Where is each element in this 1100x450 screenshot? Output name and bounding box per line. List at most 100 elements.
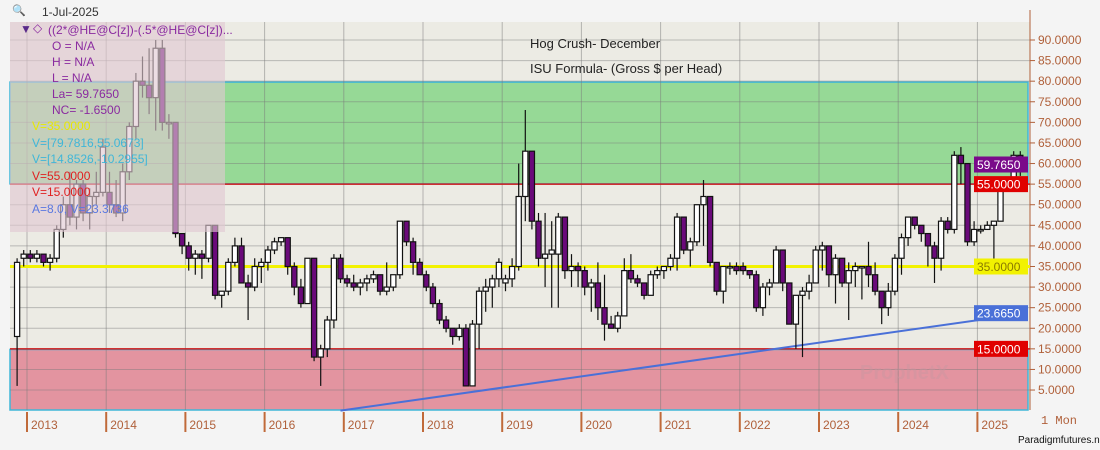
candle[interactable] (376, 274, 384, 292)
candle[interactable] (898, 237, 905, 259)
candle[interactable] (225, 261, 232, 292)
candle[interactable] (238, 245, 245, 284)
candle[interactable] (845, 270, 852, 284)
candle[interactable] (706, 195, 714, 263)
candle[interactable] (746, 270, 753, 276)
candle[interactable] (885, 290, 892, 309)
candle[interactable] (931, 245, 938, 259)
candle[interactable] (621, 270, 628, 317)
candle[interactable] (627, 270, 635, 280)
candle[interactable] (766, 282, 773, 288)
candle[interactable] (343, 278, 351, 284)
candle[interactable] (33, 253, 41, 259)
candle[interactable] (759, 286, 767, 309)
candle[interactable] (805, 282, 813, 292)
candle[interactable] (383, 286, 390, 292)
candle[interactable] (264, 249, 272, 263)
candle[interactable] (858, 265, 866, 269)
candle[interactable] (594, 282, 602, 309)
collapse-triangle-icon[interactable]: ▼ (20, 22, 32, 36)
candle[interactable] (304, 257, 311, 305)
candle[interactable] (660, 265, 668, 272)
candle[interactable] (614, 315, 621, 329)
candle[interactable] (964, 162, 971, 243)
candle[interactable] (733, 265, 740, 272)
candle[interactable] (258, 261, 265, 268)
candle[interactable] (317, 348, 324, 358)
candle[interactable] (700, 195, 707, 206)
candle[interactable] (825, 245, 833, 276)
candle[interactable] (436, 302, 443, 321)
candle[interactable] (779, 249, 786, 284)
candle[interactable] (667, 257, 674, 268)
candle[interactable] (403, 220, 410, 243)
candle[interactable] (680, 216, 687, 251)
candle[interactable] (924, 232, 932, 247)
candle[interactable] (231, 245, 239, 263)
interval-label[interactable]: 1 Mon (1041, 414, 1078, 428)
candle[interactable] (310, 257, 318, 358)
trendline[interactable] (340, 312, 1028, 412)
candle[interactable] (502, 278, 509, 284)
candle[interactable] (337, 257, 344, 280)
candle[interactable] (904, 216, 912, 239)
candle[interactable] (574, 265, 582, 272)
candle[interactable] (647, 274, 654, 296)
legend-line[interactable]: A=8.0, V=23.3736 (32, 201, 129, 216)
candle[interactable] (786, 282, 793, 325)
candle[interactable] (27, 253, 34, 259)
candle[interactable] (977, 228, 984, 232)
candle[interactable] (634, 278, 641, 284)
candle[interactable] (588, 282, 595, 288)
candle[interactable] (324, 319, 331, 350)
candle[interactable] (607, 323, 615, 329)
candle[interactable] (548, 249, 555, 255)
formula-label[interactable]: ((2*@HE@C[z])-(.5*@HE@C[z])... (48, 23, 233, 37)
candle[interactable] (363, 278, 371, 284)
candle[interactable] (838, 257, 846, 284)
candle[interactable] (568, 265, 575, 272)
candle[interactable] (508, 265, 516, 280)
candle[interactable] (865, 265, 872, 276)
candle[interactable] (251, 265, 258, 288)
candle[interactable] (693, 204, 701, 243)
magnifier-icon[interactable]: 🔍 (12, 5, 26, 17)
candle[interactable] (482, 286, 489, 292)
candle[interactable] (429, 286, 437, 305)
candle[interactable] (40, 253, 47, 263)
candle[interactable] (13, 261, 21, 338)
candle[interactable] (449, 327, 456, 338)
candle[interactable] (640, 282, 648, 296)
candle[interactable] (185, 245, 192, 259)
candle[interactable] (753, 274, 760, 309)
candle[interactable] (462, 327, 470, 387)
candle[interactable] (911, 216, 918, 226)
candle[interactable] (515, 195, 522, 268)
candle[interactable] (792, 294, 800, 325)
candle[interactable] (819, 245, 826, 251)
candle[interactable] (891, 257, 899, 292)
candle[interactable] (937, 220, 945, 259)
candle[interactable] (291, 265, 298, 288)
candle[interactable] (541, 253, 549, 259)
candle[interactable] (178, 232, 186, 247)
candle[interactable] (284, 237, 291, 268)
candle[interactable] (871, 274, 879, 292)
candle[interactable] (357, 282, 364, 288)
legend-line[interactable]: V=[14.8526,-10.2955] (32, 152, 148, 166)
candle[interactable] (957, 154, 965, 165)
candle[interactable] (739, 265, 747, 272)
candle[interactable] (330, 257, 338, 321)
candle[interactable] (944, 220, 951, 231)
candle[interactable] (878, 290, 885, 309)
candle[interactable] (970, 228, 978, 243)
candle[interactable] (350, 282, 357, 288)
candle[interactable] (799, 290, 806, 296)
candle[interactable] (277, 237, 285, 243)
candle[interactable] (46, 257, 54, 263)
candle[interactable] (561, 216, 569, 272)
candle[interactable] (772, 249, 780, 284)
candle[interactable] (469, 323, 476, 387)
candle[interactable] (990, 220, 998, 226)
